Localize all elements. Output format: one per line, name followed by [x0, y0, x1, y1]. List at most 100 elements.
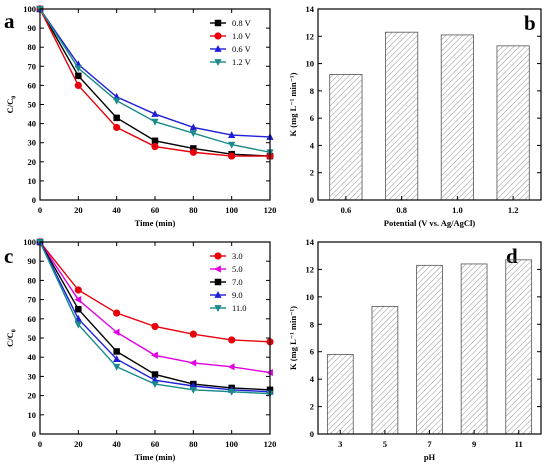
x-tick-label: 5 [383, 439, 387, 449]
y-tick-label: 0 [310, 429, 314, 439]
legend-marker [214, 278, 222, 286]
x-tick-label: 0 [38, 205, 42, 215]
y-tick-label: 20 [28, 157, 37, 167]
y-tick-label: 14 [306, 237, 315, 247]
x-tick-label: 9 [472, 439, 476, 449]
y-tick-label: 2 [310, 402, 314, 412]
legend-label: 1.2 V [232, 57, 252, 67]
data-point [227, 363, 235, 371]
data-point [228, 152, 236, 160]
legend-marker [214, 59, 222, 66]
x-tick-label: 0.8 [396, 205, 407, 215]
x-tick-label: 1.0 [452, 205, 463, 215]
bar [505, 259, 533, 435]
y-tick-label: 4 [310, 374, 315, 384]
legend-label: 11.0 [232, 303, 247, 313]
y-tick-label: 4 [310, 140, 315, 150]
x-tick-label: 60 [151, 439, 160, 449]
data-point [113, 97, 121, 105]
data-point [151, 110, 159, 117]
y-tick-label: 10 [28, 410, 37, 420]
x-tick-label: 40 [112, 439, 121, 449]
panel-a: a 0 10 20 30 40 50 60 70 80 90 100 0 20 40 60 80 100 120 0.… [4, 4, 276, 228]
data-point [189, 130, 197, 138]
plot-frame [317, 241, 542, 435]
y-tick-label: 2 [310, 168, 314, 178]
bar [460, 263, 488, 435]
x-tick-label: 7 [427, 439, 432, 449]
y-tick-label: 10 [28, 176, 37, 186]
data-point [113, 355, 121, 362]
data-point [74, 321, 82, 329]
legend-label: 3.0 [232, 251, 243, 261]
y-tick-label: 6 [310, 113, 314, 123]
legend-entry: 7.0 [210, 277, 243, 287]
x-tick-label: 100 [225, 439, 238, 449]
x-axis-label: Potential (V vs. Ag/AgCl) [384, 218, 476, 228]
y-tick-label: 40 [28, 352, 37, 362]
legend-entry: 9.0 [210, 290, 243, 300]
y-tick-label: 50 [28, 100, 37, 110]
x-tick-label: 3 [338, 439, 342, 449]
legend-label: 7.0 [232, 277, 243, 287]
legend-label: 0.6 V [232, 44, 252, 54]
data-point [190, 145, 197, 152]
data-point [189, 148, 197, 156]
x-tick-label: 60 [151, 205, 160, 215]
legend-label: 0.8 V [232, 18, 252, 28]
data-point [228, 141, 236, 149]
data-point [74, 286, 82, 294]
panel-label: c [4, 244, 13, 268]
series-11.0 [36, 239, 274, 398]
legend-marker [214, 32, 222, 40]
y-tick-label: 0 [32, 429, 36, 439]
data-point [228, 388, 236, 396]
data-point [74, 296, 82, 304]
legend-entry: 3.0 [210, 251, 243, 261]
legend-entry: 1.0 V [210, 31, 252, 41]
bar [416, 264, 443, 435]
data-point [113, 114, 120, 122]
y-tick-label: 14 [306, 4, 315, 14]
x-tick-label: 120 [264, 439, 277, 449]
data-point [75, 305, 82, 313]
series-1.0 V [36, 5, 274, 160]
series-9.0 [36, 238, 274, 395]
y-axis-label: C/C0 [5, 96, 18, 114]
x-tick-label: 80 [189, 205, 198, 215]
series-0.8 V [36, 5, 274, 160]
y-tick-label: 0 [32, 195, 36, 205]
legend-label: 5.0 [232, 264, 243, 274]
y-axis-label: C/C0 [5, 329, 18, 347]
y-tick-label: 60 [28, 314, 37, 324]
data-point [113, 123, 121, 132]
x-tick-label: 100 [225, 205, 238, 215]
y-tick-label: 90 [28, 23, 37, 33]
data-point [75, 72, 82, 80]
series-1.2 V [36, 6, 274, 157]
y-tick-label: 70 [28, 295, 37, 305]
legend-marker [214, 19, 222, 27]
legend-marker [214, 252, 222, 260]
y-tick-label: 100 [23, 237, 36, 247]
y-axis-label: K (mg L⁻¹ min⁻¹) [288, 306, 298, 370]
data-point [151, 371, 159, 378]
y-tick-label: 100 [23, 4, 36, 14]
y-tick-label: 10 [306, 292, 315, 302]
x-tick-label: 40 [112, 205, 121, 215]
y-tick-label: 90 [28, 256, 37, 266]
y-tick-label: 6 [310, 347, 314, 357]
plot-frame [39, 8, 271, 201]
legend-marker [214, 305, 222, 312]
data-point [113, 309, 121, 317]
bar [385, 31, 419, 201]
data-point [113, 348, 120, 355]
legend-label: 9.0 [232, 290, 243, 300]
panel-b: b 0 2 4 6 8 10 12 14 0.6 0.8 1.0 1.2 K (mg L⁻¹ min⁻¹)… [288, 4, 542, 228]
x-tick-label: 0.6 [341, 205, 352, 215]
y-tick-label: 8 [310, 319, 314, 329]
x-axis-label: pH [424, 452, 436, 462]
panel-label: b [524, 11, 536, 35]
x-axis-label: Time (min) [135, 452, 176, 462]
